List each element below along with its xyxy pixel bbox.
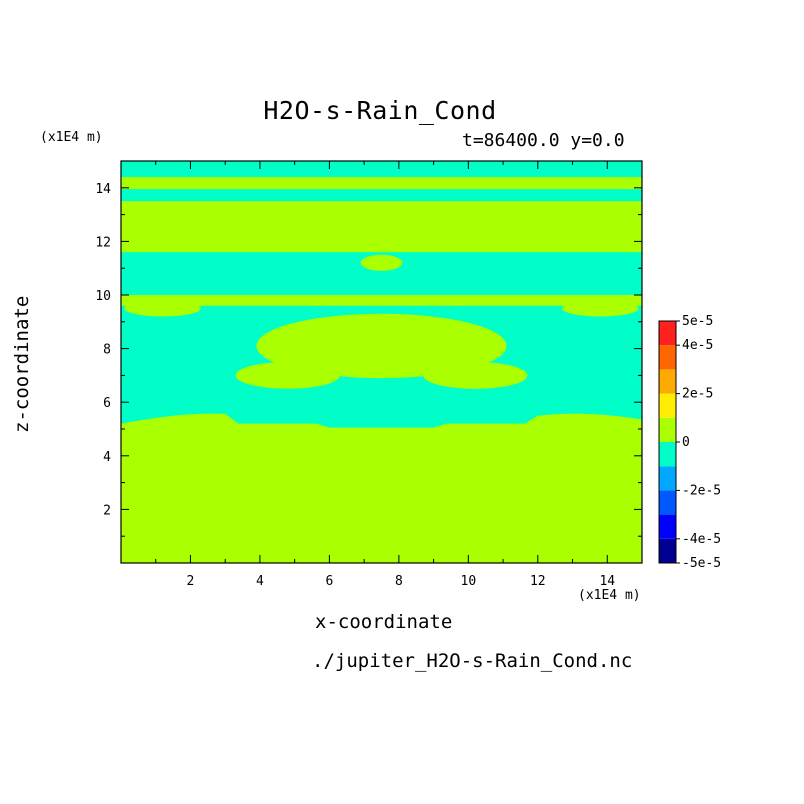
colorbar-swatch [659, 538, 676, 563]
axes: 2 4 6 8 10 12 14 2 4 6 8 10 12 14 [95, 161, 642, 589]
positive-blob [423, 362, 528, 389]
x-tick-label: 8 [395, 574, 403, 589]
y-tick-label: 14 [95, 182, 111, 197]
colorbar-swatch [659, 466, 676, 491]
colorbar-swatch [659, 442, 676, 467]
colorbar-swatch [659, 369, 676, 394]
x-tick-label: 10 [461, 574, 477, 589]
x-tick-label: 12 [530, 574, 546, 589]
x-axis-unit: (x1E4 m) [578, 588, 641, 603]
positive-blob [256, 313, 507, 379]
y-axis-unit: (x1E4 m) [40, 130, 103, 145]
colorbar-tick-label: 0 [682, 435, 690, 450]
colorbar-tick-label: -4e-5 [682, 532, 721, 547]
chart-title: H2O-s-Rain_Cond [263, 96, 497, 125]
colorbar-tick-label: 5e-5 [682, 314, 713, 329]
heatmap-field [121, 161, 642, 563]
negative-region [121, 189, 642, 202]
y-tick-label: 4 [103, 450, 111, 465]
colorbar-swatch [659, 393, 676, 418]
y-tick-label: 2 [103, 503, 111, 518]
y-tick-label: 8 [103, 343, 111, 358]
source-filename: ./jupiter_H2O-s-Rain_Cond.nc [312, 650, 633, 672]
y-tick-label: 10 [95, 289, 111, 304]
x-tick-label: 6 [325, 574, 333, 589]
positive-blob [360, 254, 403, 271]
positive-blob [235, 362, 340, 389]
colorbar-swatch [659, 321, 676, 346]
colorbar-tick-label: -5e-5 [682, 556, 721, 571]
colorbar-swatch [659, 417, 676, 442]
colorbar-tick-label: -2e-5 [682, 483, 721, 498]
x-tick-label: 14 [599, 574, 615, 589]
positive-blob [562, 300, 639, 317]
colorbar-swatch [659, 514, 676, 539]
colorbar-swatch [659, 345, 676, 370]
chart-subtitle: t=86400.0 y=0.0 [462, 130, 625, 151]
x-axis-label: x-coordinate [315, 611, 453, 633]
colorbar: 5e-5 4e-5 2e-5 0 -2e-5 -4e-5 -5e-5 [658, 314, 721, 571]
plot-frame [120, 160, 643, 564]
y-tick-label: 6 [103, 396, 111, 411]
colorbar-tick-label: 4e-5 [682, 338, 713, 353]
x-tick-label: 4 [256, 574, 264, 589]
colorbar-swatch [659, 490, 676, 515]
x-tick-label: 2 [187, 574, 195, 589]
y-tick-label: 12 [95, 235, 111, 250]
negative-region [121, 161, 642, 178]
colorbar-tick-label: 2e-5 [682, 387, 713, 402]
positive-blob [124, 300, 201, 317]
